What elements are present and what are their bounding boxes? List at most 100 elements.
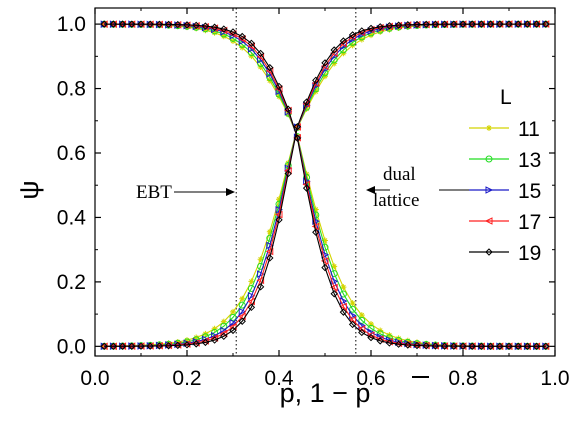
data-point — [339, 308, 348, 316]
data-point — [256, 49, 265, 58]
data-point — [211, 29, 218, 36]
data-point — [266, 241, 274, 250]
data-point — [284, 105, 292, 113]
data-point — [485, 155, 493, 163]
legend-label: 19 — [518, 242, 541, 265]
data-point — [330, 277, 339, 286]
x-tick-label: 0.2 — [172, 367, 201, 390]
data-point — [285, 159, 292, 166]
data-point — [220, 332, 228, 341]
data-point — [248, 278, 255, 285]
data-point — [238, 317, 246, 325]
data-point — [330, 290, 338, 298]
data-point — [358, 312, 365, 319]
data-point — [358, 27, 366, 35]
data-point — [284, 169, 292, 178]
data-point — [109, 342, 118, 351]
data-point — [146, 20, 154, 28]
data-point — [523, 342, 532, 351]
data-point — [404, 21, 412, 29]
data-point — [311, 222, 320, 231]
data-point — [100, 342, 108, 351]
data-point — [484, 217, 493, 225]
series-19 — [100, 20, 550, 351]
data-point — [210, 336, 219, 344]
data-point — [256, 283, 265, 291]
x-tick-label: 0.4 — [264, 367, 294, 390]
data-point — [276, 93, 282, 100]
data-point — [256, 52, 265, 61]
legend-title: L — [500, 86, 512, 109]
data-point — [431, 342, 440, 350]
data-point — [220, 318, 227, 325]
legend-label: 11 — [518, 118, 540, 141]
data-point — [331, 60, 338, 67]
data-point — [349, 305, 357, 313]
legend-label: 15 — [518, 180, 541, 203]
data-point — [348, 320, 357, 329]
data-point — [514, 20, 522, 28]
data-point — [164, 342, 173, 350]
data-point — [404, 341, 412, 349]
data-point — [320, 62, 329, 70]
y-tick-label: 0.4 — [57, 206, 87, 229]
ebt-arrow-head — [226, 188, 235, 196]
data-point — [357, 325, 366, 333]
data-point — [394, 21, 403, 29]
data-point — [376, 23, 384, 31]
y-tick-label: 0.2 — [57, 271, 86, 294]
data-point — [266, 228, 273, 235]
data-point — [339, 302, 347, 311]
data-point — [368, 321, 374, 328]
data-point — [312, 206, 319, 213]
x-tick-label: 1.0 — [540, 367, 569, 390]
data-point — [468, 342, 476, 350]
data-point — [395, 335, 402, 342]
data-point — [183, 21, 191, 29]
data-point — [220, 25, 228, 33]
series-line-rise — [104, 23, 546, 347]
data-point — [247, 39, 256, 48]
data-point — [394, 340, 403, 348]
data-point — [293, 134, 302, 142]
data-point — [523, 20, 532, 28]
data-point — [303, 105, 310, 112]
data-point — [542, 20, 550, 28]
data-point — [385, 22, 394, 30]
data-point — [274, 210, 283, 219]
data-point — [440, 20, 449, 28]
data-point — [230, 308, 236, 315]
data-point — [265, 247, 274, 256]
series-layer — [100, 20, 550, 351]
data-point — [247, 303, 256, 312]
data-point — [312, 228, 320, 236]
ebt-annotation: EBT — [136, 182, 172, 203]
data-point — [514, 342, 522, 351]
data-point — [485, 248, 493, 256]
data-point — [192, 340, 200, 348]
data-point — [201, 338, 210, 347]
data-point — [486, 342, 495, 351]
x-tick-label: 0.6 — [356, 367, 385, 390]
data-point — [385, 339, 394, 347]
data-point — [100, 20, 108, 28]
data-point — [257, 64, 264, 71]
dual-lattice-arrow-head — [366, 186, 375, 194]
data-point — [367, 333, 375, 342]
data-point — [422, 342, 430, 350]
data-point — [331, 263, 338, 270]
data-point — [386, 26, 393, 33]
data-point — [275, 205, 284, 214]
data-point — [340, 284, 347, 291]
data-point — [348, 31, 357, 39]
data-point — [450, 342, 458, 350]
data-point — [229, 313, 237, 321]
y-tick-label: 1.0 — [57, 13, 86, 36]
axis-ticks: 0.0 0.0 0.2 0.2 0.4 0.4 0.6 0.6 0.8 0.8 1.0 1.0 — [57, 8, 570, 390]
data-point — [155, 342, 164, 350]
dual-lattice-annotation-line1: dual — [383, 164, 416, 185]
data-point — [532, 20, 541, 28]
data-point — [440, 342, 449, 350]
data-point — [505, 20, 513, 28]
data-point — [368, 32, 374, 39]
